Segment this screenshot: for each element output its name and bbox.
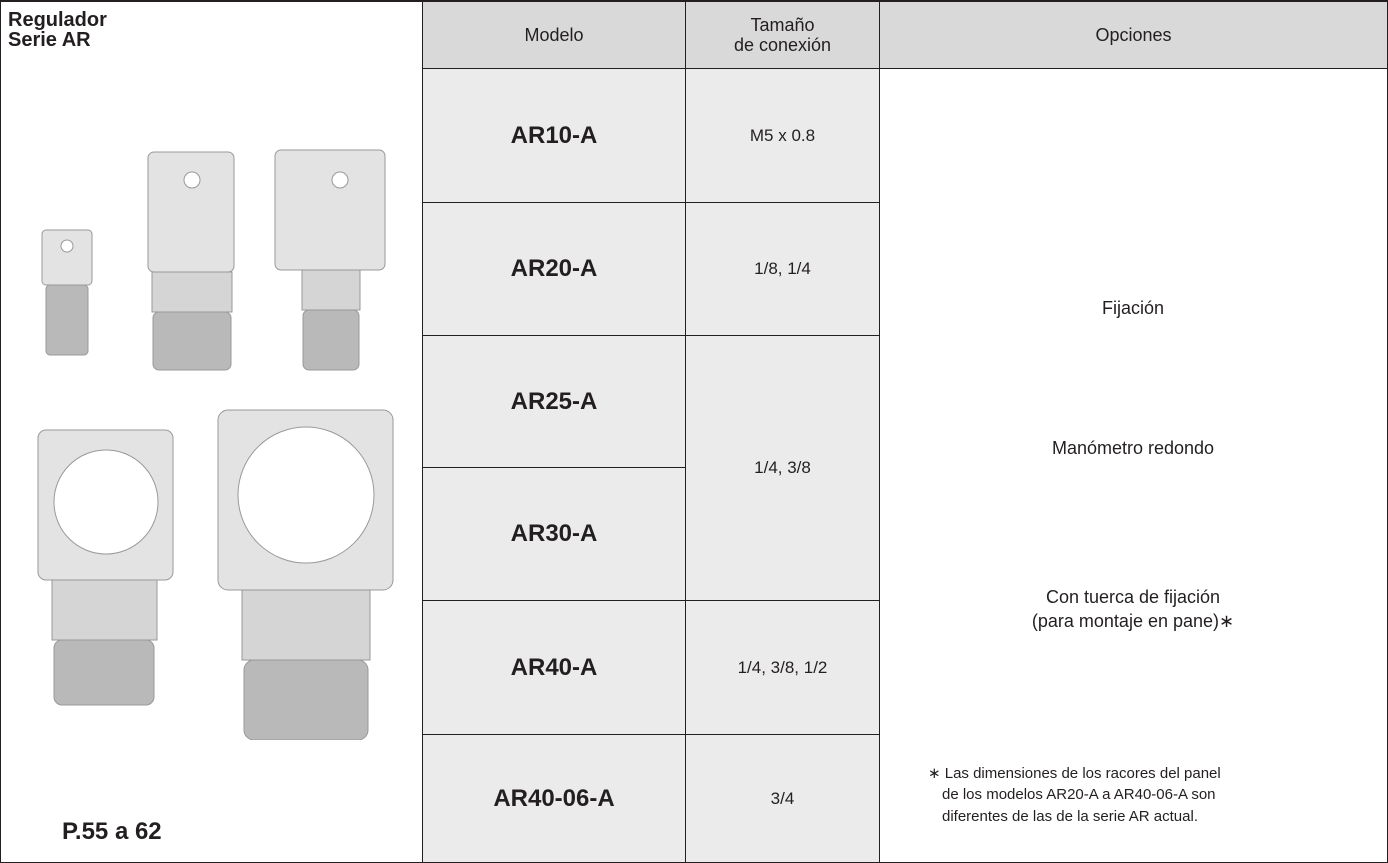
footnote: ∗ Las dimensiones de los racores del pan… [928, 765, 1221, 782]
model-cell: AR40-A [422, 601, 686, 735]
size-cell: M5 x 0.8 [686, 69, 880, 203]
header-text: Tamaño [750, 15, 815, 35]
model-cell: AR30-A [422, 468, 686, 601]
option: Fijación [1101, 298, 1165, 318]
model: AR20-A [510, 255, 598, 282]
model-cell: AR10-A [422, 69, 686, 203]
header-text: Opciones [1095, 25, 1172, 45]
footnote: de los modelos AR20-A a AR40-06-A son [942, 786, 1216, 803]
model-cell: AR20-A [422, 203, 686, 336]
model: AR30-A [510, 520, 598, 547]
header-cell: Modelo [422, 2, 686, 69]
option: (para montaje en pane)∗ [1031, 611, 1235, 631]
size-cell: 1/4, 3/8, 1/2 [686, 601, 880, 735]
model: AR40-06-A [493, 784, 615, 812]
size: 1/8, 1/4 [754, 259, 811, 278]
model: AR10-A [510, 121, 598, 149]
size: 3/4 [770, 788, 795, 808]
title: Regulador Serie AR [8, 10, 107, 50]
title-line: Regulador [8, 9, 107, 31]
footnote: diferentes de las de la serie AR actual. [942, 808, 1198, 825]
model: AR40-A [510, 653, 598, 681]
size: 1/4, 3/8, 1/2 [737, 657, 828, 677]
title-line: Serie AR [8, 29, 91, 51]
option: Con tuerca de fijación [1045, 587, 1221, 607]
model-cell: AR40-06-A [422, 735, 686, 862]
header-cell: Tamaño de conexión [686, 2, 880, 69]
option: Manómetro redondo [1051, 438, 1215, 458]
size-cell: 3/4 [686, 735, 880, 862]
size: 1/4, 3/8 [754, 458, 811, 477]
size-cell: 1/8, 1/4 [686, 203, 880, 336]
size-cell: 1/4, 3/8 [686, 336, 880, 601]
header-cell: Opciones [880, 2, 1387, 69]
header-text: de conexión [733, 35, 832, 55]
header-text: Modelo [524, 25, 584, 45]
model: AR25-A [510, 387, 598, 415]
product-images [37, 149, 394, 740]
model-cell: AR25-A [422, 336, 686, 468]
page-ref: P.55 a 62 [62, 818, 162, 845]
size: M5 x 0.8 [749, 125, 816, 145]
